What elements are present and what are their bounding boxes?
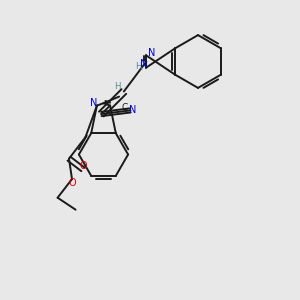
- Text: H: H: [135, 62, 141, 71]
- Text: C: C: [122, 103, 128, 112]
- Text: N: N: [140, 59, 147, 69]
- Text: N: N: [90, 98, 97, 108]
- Text: H: H: [115, 82, 121, 91]
- Text: O: O: [69, 178, 76, 188]
- Text: N: N: [129, 105, 136, 116]
- Text: O: O: [79, 161, 87, 171]
- Text: N: N: [148, 48, 155, 58]
